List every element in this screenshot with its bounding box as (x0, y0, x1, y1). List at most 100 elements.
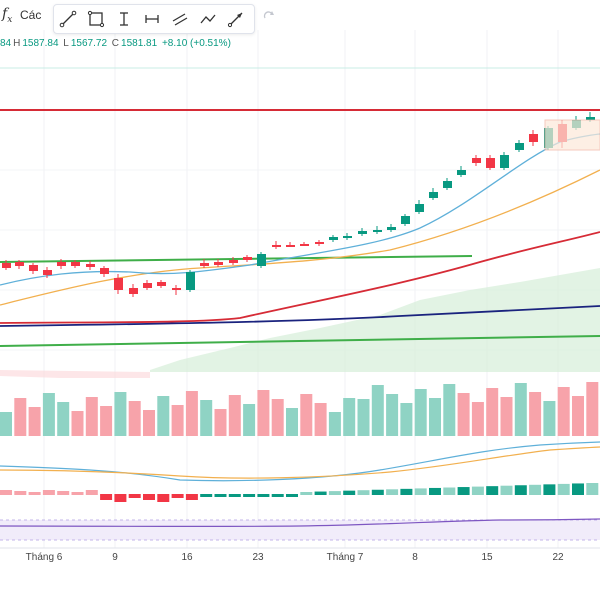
moving-average-slow (0, 231, 600, 324)
volume-bar (214, 409, 227, 436)
volume-bar (128, 401, 141, 436)
tool-polyline[interactable] (194, 5, 222, 33)
candle-body (343, 236, 352, 238)
close-label: C (111, 38, 120, 49)
volume-bar (371, 385, 384, 436)
candle-body (86, 264, 95, 267)
high-label: H (13, 38, 21, 49)
macd-histogram-bar (28, 492, 41, 495)
macd-histogram-bar (514, 485, 527, 495)
volume-bar (157, 396, 170, 436)
volume-bar (71, 411, 84, 436)
volume-bar (572, 396, 584, 436)
tool-channel[interactable] (166, 5, 194, 33)
candle-body (172, 288, 181, 290)
time-axis-label: 15 (481, 552, 493, 563)
vertical-measure-icon (120, 12, 128, 26)
candle-body (515, 143, 524, 150)
candle-body (43, 270, 52, 275)
candle-body (429, 192, 438, 198)
open-value: 84 (0, 38, 12, 49)
volume-bar (543, 401, 556, 436)
highlight-box (544, 119, 600, 151)
tool-measure-vertical[interactable] (110, 5, 138, 33)
volume-bar (100, 406, 113, 436)
candle-body (315, 242, 324, 244)
candle-body (2, 263, 11, 268)
candle-body (257, 254, 266, 266)
volume-bar (257, 390, 270, 436)
tool-trend-line[interactable] (54, 5, 82, 33)
volume-bar (386, 394, 399, 436)
time-axis-label: 23 (252, 552, 264, 563)
macd-histogram-bar (14, 491, 27, 495)
macd-histogram-bar (157, 494, 170, 502)
candle-body (373, 230, 382, 232)
volume-bar (500, 397, 513, 436)
macd-histogram-bar (486, 486, 499, 495)
macd-histogram-bar (543, 484, 556, 495)
volume-bar (514, 383, 527, 436)
volume-bar (357, 399, 370, 436)
drawing-toolbar (53, 4, 255, 34)
function-icon[interactable]: fx (2, 6, 13, 25)
time-axis-label: Tháng 7 (326, 552, 364, 563)
change-value: +8.10 (+0.51%) (161, 38, 231, 49)
ichimoku-cloud (150, 268, 600, 372)
candle-body (114, 278, 123, 290)
trend-line-icon (59, 10, 77, 28)
macd-histogram-bar (286, 494, 298, 497)
time-axis-label: 22 (552, 552, 564, 563)
macd-histogram-bar (314, 491, 327, 495)
macd-histogram-bar (128, 494, 141, 498)
time-axis-label: 8 (412, 552, 418, 563)
candle-body (286, 245, 295, 247)
tool-rectangle[interactable] (82, 5, 110, 33)
candle-body (415, 204, 424, 212)
macd-histogram-bar (143, 494, 155, 500)
horizontal-measure-icon (145, 15, 159, 23)
candle-body (243, 257, 252, 260)
volume-bar (328, 412, 341, 436)
rsi-line (0, 518, 600, 528)
candle-body (143, 283, 152, 288)
volume-bar (457, 393, 470, 436)
volume-bar (471, 402, 484, 436)
volume-bar (228, 395, 241, 436)
volume-bar (0, 412, 12, 436)
candle-body (486, 158, 495, 168)
candle-body (457, 170, 466, 175)
time-axis-label: Tháng 6 (25, 552, 63, 563)
candle-body (529, 134, 538, 142)
candle-body (100, 268, 109, 274)
candle-body (387, 227, 396, 230)
macd-histogram-bar (114, 494, 127, 502)
volume-bar (185, 391, 198, 436)
time-axis[interactable]: Tháng 6 9 16 23 Tháng 7 8 15 22 (0, 552, 600, 572)
time-axis-label: 9 (112, 552, 118, 563)
macd-histogram-bar (386, 489, 399, 495)
redo-icon[interactable] (262, 8, 276, 22)
candle-body (157, 282, 166, 286)
tool-measure-horizontal[interactable] (138, 5, 166, 33)
macd-histogram-bar (529, 484, 542, 495)
candle-body (129, 288, 138, 294)
candle-body (401, 216, 410, 224)
macd-histogram-bar (42, 490, 55, 495)
macd-histogram-bar (257, 494, 270, 497)
tool-arrow[interactable] (222, 5, 250, 33)
volume-bar (529, 392, 542, 436)
volume-bar (57, 402, 70, 436)
candle-body (200, 263, 209, 266)
rsi-band (0, 520, 600, 540)
indicators-label[interactable]: Các (20, 8, 42, 22)
low-label: L (63, 38, 69, 49)
volume-bar (486, 388, 499, 436)
volume-bar (414, 389, 427, 436)
macd-histogram-bar (414, 488, 427, 495)
macd-histogram-bar (171, 494, 184, 498)
macd-histogram-bar (271, 494, 284, 497)
volume-bar (200, 400, 213, 436)
